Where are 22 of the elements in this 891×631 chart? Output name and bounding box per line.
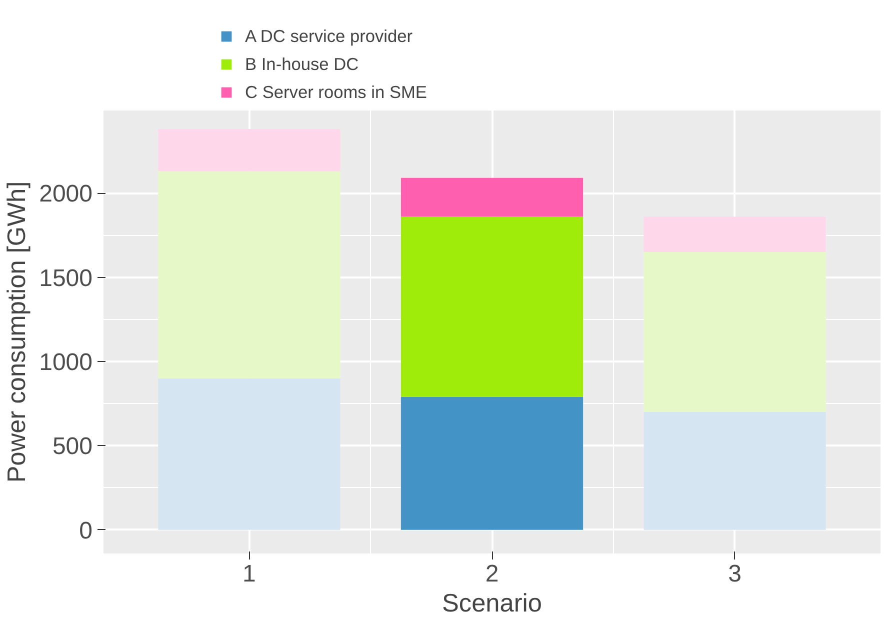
legend-label: C Server rooms in SME <box>245 82 427 102</box>
x-tick-label: 1 <box>242 560 256 588</box>
x-axis-title: Scenario <box>442 590 542 618</box>
y-tick-label: 1000 <box>39 348 92 376</box>
y-tick-label: 1500 <box>39 264 92 292</box>
bar <box>400 216 584 397</box>
bar <box>400 178 584 217</box>
bar <box>644 216 826 252</box>
legend-label: B In-house DC <box>245 54 359 74</box>
bar <box>644 412 826 530</box>
x-tick-label: 3 <box>728 560 742 588</box>
bar <box>158 129 340 172</box>
x-tick-label: 2 <box>485 560 499 588</box>
y-tick-label: 0 <box>79 517 93 544</box>
y-axis-title: Power consumption [GWh] <box>3 181 32 483</box>
legend-label: A DC service provider <box>245 26 413 46</box>
bar <box>158 171 340 378</box>
y-tick-label: 2000 <box>39 180 92 208</box>
bar <box>400 396 584 530</box>
bar <box>158 378 340 530</box>
bar <box>644 252 826 412</box>
y-tick-label: 500 <box>52 433 93 460</box>
